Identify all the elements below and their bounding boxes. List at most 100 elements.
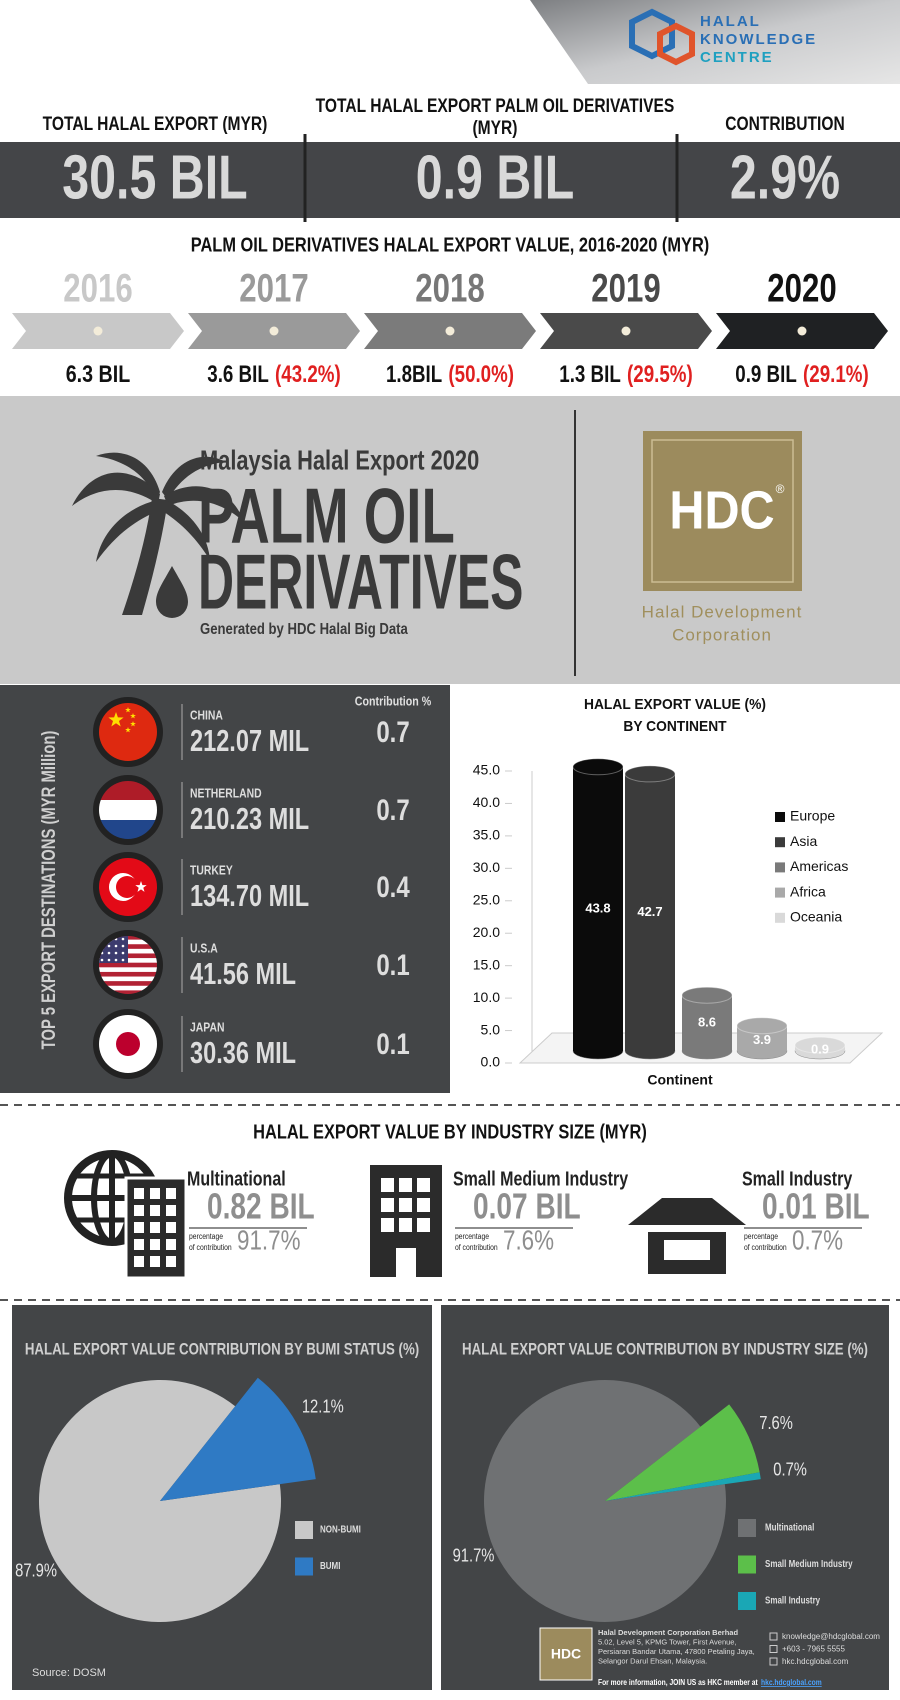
pie-slice (38, 1379, 281, 1622)
industry-share: 0.7% (792, 1224, 843, 1255)
palm-icon (164, 486, 244, 522)
contribution-header: Contribution % (355, 693, 432, 708)
bar-top (794, 1036, 846, 1054)
flag-star (130, 721, 136, 727)
industry-caption: of contribution (455, 1243, 498, 1252)
country-name: U.S.A (190, 940, 218, 955)
flag-stripe (99, 981, 157, 987)
building-window (134, 1188, 144, 1199)
timeline-amount: 0.9 BIL (735, 361, 797, 388)
destinations-axis-label: TOP 5 EXPORT DESTINATIONS (MYR Million) (39, 731, 60, 1050)
timeline-change: (50.0%) (448, 361, 514, 388)
legend-label: BUMI (320, 1561, 341, 1572)
legend-label: NON-BUMI (320, 1525, 361, 1536)
footer-link: hkc.hdcglobal.com (761, 1678, 822, 1687)
footer-more: For more information, JOIN US as HKC mem… (598, 1678, 822, 1687)
industry-name: Multinational (187, 1168, 286, 1190)
building-window (381, 1198, 394, 1212)
footer-logo-box (539, 1627, 593, 1681)
flag-star (107, 944, 111, 948)
building-window (166, 1239, 176, 1250)
pie-slice (483, 1379, 726, 1622)
stat-label: TOTAL HALAL EXPORT PALM OIL DERIVATIVES (316, 96, 675, 117)
flag-stripe (99, 781, 157, 800)
legend-swatch (738, 1592, 756, 1610)
country-share: 0.7 (376, 794, 409, 827)
legend-label: Americas (790, 858, 848, 874)
shop-icon (628, 1198, 746, 1225)
building-window (150, 1239, 160, 1250)
palm-icon (156, 566, 188, 618)
stat-label: CONTRIBUTION (725, 114, 844, 135)
industry-caption: of contribution (189, 1243, 232, 1252)
footer-more-text: For more information, JOIN US as HKC mem… (598, 1678, 758, 1687)
hdc-logo-frame (651, 439, 794, 583)
country-name: NETHERLAND (190, 785, 262, 800)
building-window (166, 1256, 176, 1267)
country-value: 134.70 MIL (190, 878, 309, 913)
flag-star (135, 881, 147, 892)
country-share: 0.7 (376, 716, 409, 749)
header-band (530, 0, 900, 84)
industry-caption: percentage (455, 1232, 489, 1241)
building-window (381, 1218, 394, 1232)
timeline-amount: 1.8BIL (386, 361, 442, 388)
timeline-value: 1.8BIL(50.0%) (386, 361, 514, 388)
bar-value-label: 42.7 (637, 904, 662, 919)
timeline-dot (445, 326, 455, 336)
source-note: Source: DOSM (32, 1667, 106, 1679)
bar-top (681, 986, 733, 1004)
flag-star (114, 951, 118, 955)
y-tick-label: 15.0 (473, 956, 500, 972)
flag-stripe (99, 985, 157, 991)
chart-title: HALAL EXPORT VALUE CONTRIBUTION BY BUMI … (25, 1339, 419, 1358)
timeline-dot (93, 326, 103, 336)
y-tick-label: 10.0 (473, 989, 500, 1005)
contact-icon (769, 1645, 778, 1653)
legend-label: Small Industry (765, 1596, 820, 1607)
country-share: 0.1 (376, 949, 409, 982)
country-value: 30.36 MIL (190, 1035, 296, 1070)
building-window (134, 1222, 144, 1233)
contact-icon (769, 1657, 778, 1666)
building-window (166, 1205, 176, 1216)
flag-star (121, 951, 125, 955)
footer-address: Halal Development Corporation Berhad (598, 1628, 738, 1637)
destinations-panel (0, 685, 450, 1093)
flag-sun (116, 1032, 140, 1056)
flag-star (121, 944, 125, 948)
y-tick-label: 45.0 (473, 762, 500, 778)
timeline-title: PALM OIL DERIVATIVES HALAL EXPORT VALUE,… (191, 234, 710, 256)
stat-value: 0.9 BIL (416, 143, 575, 212)
building-window (417, 1198, 430, 1212)
flag-star (121, 958, 125, 962)
org-name: Halal Development (642, 602, 803, 621)
building-window (150, 1188, 160, 1199)
logo-cube-accent (657, 22, 695, 66)
footer-contact: knowledge@hdcglobal.com (782, 1632, 880, 1641)
industry-value: 0.01 BIL (762, 1186, 870, 1227)
flag-star (100, 958, 104, 962)
building-window (399, 1198, 412, 1212)
contact-icon (769, 1632, 778, 1641)
y-tick-label: 20.0 (473, 924, 500, 940)
flag-stripe (99, 962, 157, 968)
banner-title: DERIVATIVES (198, 538, 523, 626)
legend-label: Africa (790, 883, 826, 899)
industry-value: 0.07 BIL (473, 1186, 581, 1227)
country-name: TURKEY (190, 862, 233, 877)
bar-value-label: 3.9 (753, 1032, 771, 1047)
building-window (166, 1188, 176, 1199)
building-window (381, 1178, 394, 1192)
flag-star (130, 713, 136, 719)
banner-title: PALM OIL (198, 472, 455, 560)
flag-star (107, 958, 111, 962)
industry-name: Small Industry (742, 1168, 853, 1190)
pie-value-label: 91.7% (453, 1545, 495, 1565)
timeline-year: 2016 (63, 267, 132, 311)
y-tick-label: 30.0 (473, 859, 500, 875)
footer-logo-text: HDC (551, 1646, 581, 1662)
flag-stripe (99, 971, 157, 977)
bar-value-label: 0.9 (811, 1042, 829, 1057)
